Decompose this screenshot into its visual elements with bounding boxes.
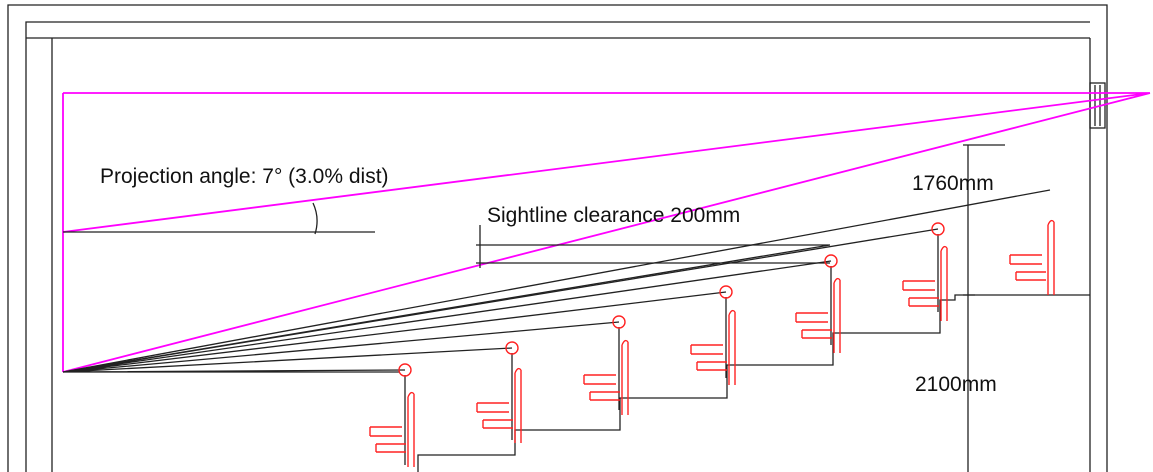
lower-height-label: 2100mm: [915, 373, 997, 396]
sightline-clearance-label: Sightline clearance 200mm: [487, 204, 740, 227]
projection-angle-label: Projection angle: 7° (3.0% dist): [100, 165, 389, 188]
seats: [369, 219, 1055, 468]
room-frame: [7, 4, 1108, 472]
projection-cone: [62, 92, 1151, 373]
tiered-floor: [404, 144, 1090, 472]
sightlines: [62, 189, 1051, 373]
eye-points: [398, 222, 945, 377]
upper-height-label: 1760mm: [912, 172, 994, 195]
angle-marker: [63, 202, 375, 235]
